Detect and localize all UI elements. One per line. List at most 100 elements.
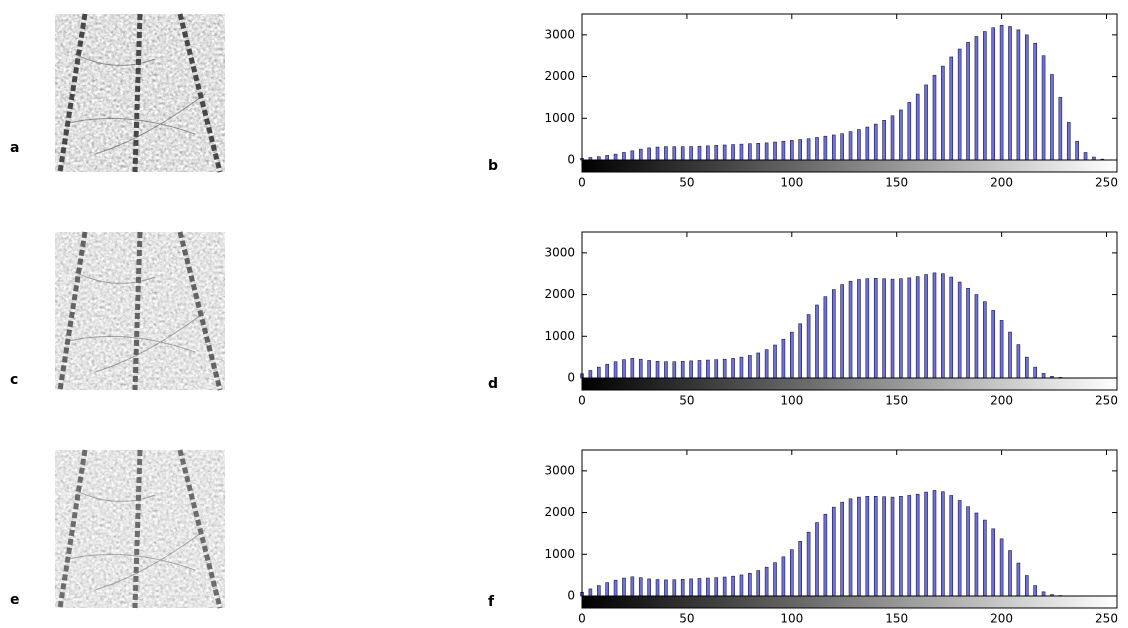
bar [706,360,709,378]
bar [698,146,701,160]
bar [983,302,986,378]
bar [656,580,659,596]
bar [597,367,600,378]
bar [866,279,869,378]
bar [916,94,919,160]
bar [622,152,625,160]
bar [774,345,777,378]
y-tick-label: 3000 [544,463,575,477]
x-tick-label: 250 [1095,612,1118,625]
bar [765,143,768,160]
bar [1076,141,1079,160]
bar [899,279,902,378]
y-tick-label: 3000 [544,27,575,41]
bar [824,297,827,378]
bar [765,567,768,596]
bar [664,147,667,160]
bar [774,563,777,596]
bar [664,362,667,378]
x-tick-label: 150 [885,612,908,625]
bar [832,135,835,160]
bar [967,288,970,378]
bar [908,102,911,160]
bar [824,514,827,596]
bar [748,144,751,160]
bar [958,49,961,160]
bar [723,577,726,596]
bar [631,151,634,160]
bar [1025,35,1028,160]
x-tick-label: 200 [990,176,1013,190]
bar [941,492,944,596]
bar [597,157,600,160]
bar [967,42,970,160]
bar [639,578,642,596]
bar [656,361,659,378]
x-tick-label: 0 [578,612,586,625]
bar [933,273,936,378]
bar [732,145,735,160]
bar [614,154,617,160]
x-tick-label: 100 [780,176,803,190]
bar [1009,27,1012,160]
x-tick-label: 200 [990,394,1013,408]
bar [874,124,877,160]
bar [681,579,684,596]
bar [1009,332,1012,378]
image-label: c [10,372,18,388]
bar [799,541,802,596]
bar [757,143,760,160]
bar [606,583,609,596]
bar [916,494,919,596]
bar [967,507,970,596]
bar [690,147,693,160]
x-tick-label: 100 [780,612,803,625]
bar [891,116,894,160]
bar [606,364,609,378]
x-tick-label: 100 [780,394,803,408]
bar [648,148,651,160]
bar [916,277,919,378]
bar [992,529,995,596]
bar [975,295,978,378]
bar [606,155,609,160]
image-label: a [10,140,19,156]
bar [1042,56,1045,160]
bar [883,497,886,596]
bar [950,277,953,378]
bar [899,110,902,160]
bar [975,37,978,160]
bar [589,589,592,596]
bar [673,362,676,378]
y-tick-label: 2000 [544,505,575,519]
y-tick-label: 3000 [544,245,575,259]
bar [950,57,953,160]
x-tick-label: 250 [1095,176,1118,190]
x-tick-label: 200 [990,612,1013,625]
chart-label: f [488,594,495,610]
bar [782,339,785,378]
bar [1009,551,1012,596]
bar [748,355,751,378]
bar [849,132,852,160]
bar [790,550,793,596]
bar [757,353,760,378]
y-tick-label: 2000 [544,287,575,301]
bar [622,578,625,596]
bar [1034,367,1037,378]
bar [941,274,944,378]
bar [782,141,785,160]
bar [992,28,995,160]
bar [807,315,810,378]
bar [673,147,676,160]
bar [597,586,600,596]
bar [883,120,886,160]
bar [841,285,844,378]
bar [681,361,684,378]
y-tick-label: 1000 [544,329,575,343]
bar [958,500,961,596]
image-e [55,450,225,608]
bar [925,492,928,596]
x-tick-label: 150 [885,176,908,190]
